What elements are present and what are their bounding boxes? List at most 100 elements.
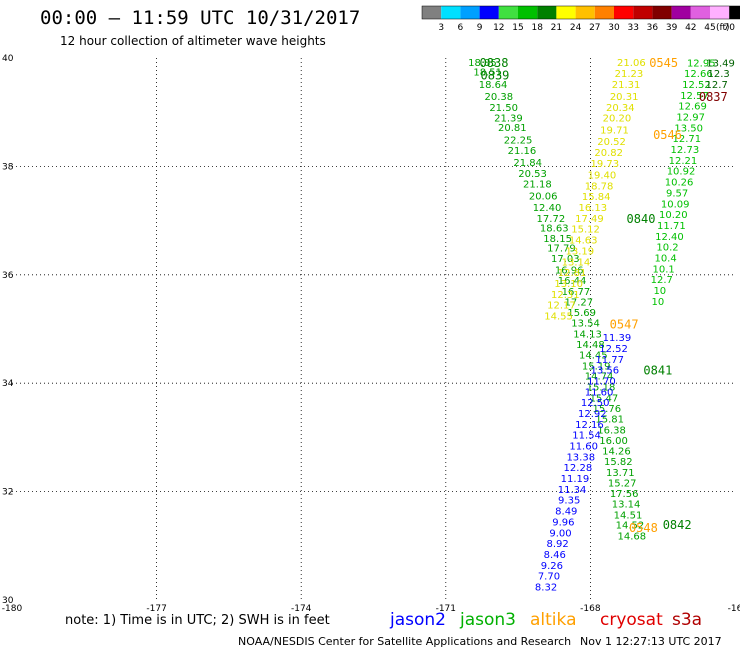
colorbar-label: 3	[438, 23, 444, 33]
wave-height-jason3: 15.47	[590, 393, 619, 404]
wave-height-altika: 15.12	[571, 225, 600, 236]
wave-height-jason2: 11.39	[603, 333, 632, 344]
colorbar-label: 24	[570, 23, 582, 33]
wave-height-jason3: 14.52	[616, 521, 645, 532]
wave-height-jason3: 20.06	[529, 192, 558, 203]
wave-height-s3a: 10.4	[654, 253, 676, 264]
data-points: 18.8518.5118.6420.3821.5021.3920.8122.25…	[468, 58, 735, 594]
wave-height-jason2: 12.50	[581, 398, 610, 409]
wave-height-altika: 15.84	[582, 192, 611, 203]
wave-height-cryosat: 13.49	[706, 58, 735, 69]
y-tick-label: 30	[2, 596, 14, 606]
wave-height-jason2: 11.34	[558, 485, 587, 496]
colorbar-swatch	[441, 6, 461, 19]
wave-height-s3a: 12.57	[680, 91, 709, 102]
wave-height-jason2: 11.60	[585, 387, 614, 398]
wave-height-s3a: 12.52	[682, 80, 711, 91]
wave-height-jason3: 21.84	[513, 158, 542, 169]
wave-height-s3a: 10.92	[667, 167, 696, 178]
colorbar-swatch	[479, 6, 499, 19]
wave-height-jason2: 7.70	[538, 572, 560, 583]
pass-time-label: 0545	[649, 56, 678, 70]
wave-height-altika: 17.49	[575, 214, 604, 225]
wave-height-altika: 20.52	[597, 137, 626, 148]
satellite-legend-cryosat: cryosat	[600, 610, 663, 630]
wave-height-altika: 14.55	[544, 311, 573, 322]
wave-height-jason2: 8.92	[546, 539, 568, 550]
wave-height-s3a: 12.21	[669, 156, 698, 167]
wave-height-jason2: 13.56	[591, 366, 620, 377]
grid-lines	[12, 58, 735, 600]
wave-height-jason3: 20.53	[518, 169, 547, 180]
wave-height-jason3: 16.96	[555, 265, 584, 276]
wave-height-jason3: 15.76	[592, 404, 621, 415]
colorbar-label: 12	[493, 23, 504, 33]
colorbar-unit: (ft)	[716, 23, 730, 33]
x-tick-label: -180	[2, 604, 23, 614]
wave-height-jason3: 15.18	[587, 382, 616, 393]
wave-height-jason3: 21.39	[494, 114, 523, 125]
wave-height-jason3: 14.74	[585, 372, 614, 383]
wave-height-jason2: 8.46	[544, 550, 566, 561]
pass-time-label: 0839	[481, 68, 510, 82]
colorbar-swatch	[633, 6, 653, 19]
wave-height-altika: 20.31	[610, 92, 639, 103]
colorbar-swatch	[671, 6, 691, 19]
wave-height-jason2: 11.77	[595, 355, 624, 366]
wave-height-s3a: 10.1	[653, 264, 675, 275]
wave-height-jason2: 11.54	[572, 431, 601, 442]
wave-height-s3a: 12.7	[651, 275, 673, 286]
wave-height-jason3: 21.16	[508, 146, 537, 157]
colorbar-label: 70	[723, 23, 735, 33]
wave-height-s3a: 10.26	[665, 178, 694, 189]
wave-height-jason3: 15.82	[604, 457, 633, 468]
wave-height-altika: 13.10	[554, 279, 583, 290]
generation-timestamp: Nov 1 12:27:13 UTC 2017	[580, 635, 722, 648]
colorbar-swatch	[556, 6, 576, 19]
pass-time-label: 0840	[627, 212, 656, 226]
footnote: note: 1) Time is in UTC; 2) SWH is in fe…	[65, 613, 330, 628]
wave-height-altika: 19.40	[588, 171, 617, 182]
colorbar-swatch	[594, 6, 614, 19]
wave-height-jason3: 18.63	[540, 224, 569, 235]
colorbar-label: 18	[531, 23, 543, 33]
wave-height-jason3: 17.56	[610, 489, 639, 500]
wave-height-s3a: 10.20	[659, 210, 688, 221]
satellite-legend-altika: altika	[530, 610, 577, 630]
satellite-legend: jason2 jason3 altika cryosat s3a	[389, 610, 702, 630]
wave-height-jason3: 15.19	[582, 361, 611, 372]
wave-height-jason3: 20.38	[484, 92, 513, 103]
chart-subtitle: 12 hour collection of altimeter wave hei…	[60, 34, 326, 48]
wave-height-jason3: 12.40	[533, 203, 562, 214]
wave-height-jason3: 21.50	[489, 103, 518, 114]
x-tick-label: -174	[291, 604, 312, 614]
chart-title: 00:00 – 11:59 UTC 10/31/2017	[40, 7, 360, 29]
wave-height-s3a: 10	[652, 297, 665, 308]
colorbar-swatch	[690, 6, 710, 19]
wave-height-s3a: 11.71	[657, 221, 686, 232]
wave-height-s3a: 10.09	[661, 199, 690, 210]
wave-height-jason3: 14.68	[618, 532, 647, 543]
wave-height-s3a: 12.95	[687, 58, 716, 69]
wave-height-altika: 13.19	[565, 246, 594, 257]
wave-height-jason3: 18.51	[473, 68, 502, 79]
wave-height-s3a: 12.71	[672, 134, 701, 145]
pass-time-label: 0838	[480, 56, 509, 70]
wave-height-s3a: 10	[653, 286, 666, 297]
wave-height-jason3: 14.26	[602, 446, 631, 457]
wave-height-jason3: 17.27	[565, 297, 594, 308]
colorbar-swatch	[422, 6, 442, 19]
y-tick-label: 36	[2, 271, 14, 281]
wave-height-jason2: 11.60	[569, 442, 598, 453]
wave-height-altika: 13.14	[562, 257, 591, 268]
colorbar-swatch	[460, 6, 480, 19]
y-tick-label: 40	[2, 54, 14, 64]
wave-height-cryosat: 12.7	[706, 80, 728, 91]
wave-height-altika: 20.34	[606, 103, 635, 114]
wave-height-s3a: 12.69	[678, 102, 707, 113]
wave-height-jason3: 14.48	[576, 340, 605, 351]
colorbar-swatch	[710, 6, 730, 19]
credit-line: NOAA/NESDIS Center for Satellite Applica…	[238, 635, 571, 648]
